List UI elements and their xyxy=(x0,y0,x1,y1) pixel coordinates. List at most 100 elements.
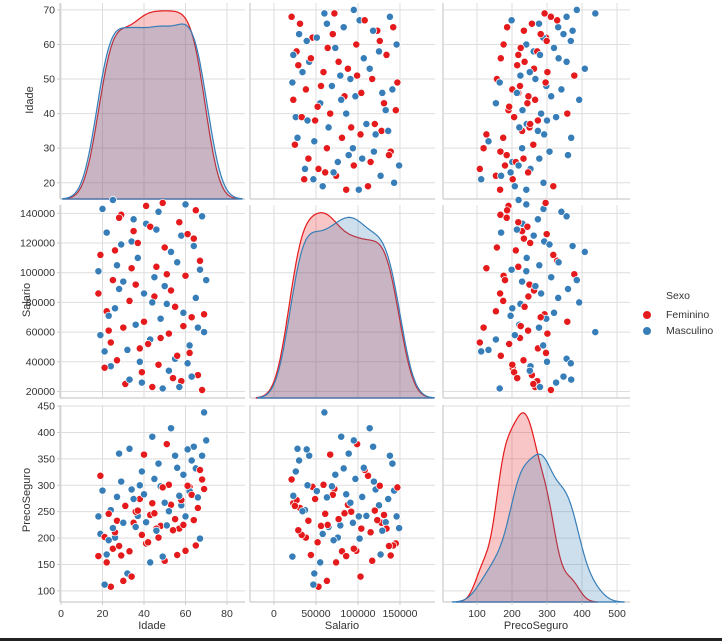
scatter-point-masculino xyxy=(133,253,142,262)
scatter-point-feminino xyxy=(306,551,315,559)
scatter-point-masculino xyxy=(537,109,546,118)
scatter-point-feminino xyxy=(529,140,538,149)
scatter-point-feminino xyxy=(317,82,325,90)
scatter-point-feminino xyxy=(496,185,505,194)
scatter-point-masculino xyxy=(137,378,146,387)
panel-precoseguro-vs-idade xyxy=(59,405,245,603)
scatter-point-masculino xyxy=(572,5,581,14)
scatter-point-feminino xyxy=(334,515,343,524)
scatter-point-feminino xyxy=(499,296,508,305)
scatter-point-masculino xyxy=(375,501,383,510)
scatter-point-masculino xyxy=(580,247,589,256)
scatter-point-masculino xyxy=(111,304,119,313)
scatter-point-masculino xyxy=(331,43,340,52)
scatter-point-masculino xyxy=(337,432,346,441)
scatter-point-feminino xyxy=(319,68,328,77)
scatter-point-masculino xyxy=(160,282,169,291)
scatter-point-feminino xyxy=(505,340,514,348)
scatter-point-masculino xyxy=(344,449,353,458)
scatter-point-feminino xyxy=(516,82,524,90)
scatter-point-masculino xyxy=(202,276,211,285)
scatter-point-masculino xyxy=(104,536,113,545)
scatter-point-masculino xyxy=(531,75,540,83)
legend-marker-feminino xyxy=(642,310,652,320)
scatter-point-masculino xyxy=(200,408,209,417)
panel-idade-vs-salario xyxy=(249,3,435,200)
scatter-point-feminino xyxy=(513,61,522,70)
scatter-point-masculino xyxy=(580,64,589,73)
scatter-point-masculino xyxy=(550,43,558,52)
scatter-point-masculino xyxy=(564,151,572,160)
scatter-point-masculino xyxy=(348,144,357,153)
scatter-point-feminino xyxy=(133,506,142,515)
kde-curve-masculino xyxy=(61,23,243,200)
scatter-point-masculino xyxy=(140,490,148,499)
scatter-point-feminino xyxy=(162,440,171,449)
scatter-point-masculino xyxy=(369,442,378,451)
scatter-point-masculino xyxy=(309,175,318,184)
scatter-point-feminino xyxy=(536,30,545,39)
scatter-point-masculino xyxy=(100,347,109,356)
scatter-point-masculino xyxy=(512,225,521,234)
scatter-point-feminino xyxy=(353,71,362,80)
y-axis-label-precoseguro: PrecoSeguro xyxy=(21,467,34,533)
scatter-point-feminino xyxy=(543,329,552,338)
scatter-point-masculino xyxy=(104,311,113,320)
scatter-point-feminino xyxy=(347,123,356,132)
scatter-point-masculino xyxy=(359,463,368,472)
scatter-point-feminino xyxy=(323,520,332,529)
scatter-point-masculino xyxy=(125,375,134,384)
scatter-point-feminino xyxy=(313,102,322,111)
y-tick-label-precoseguro: 350 xyxy=(37,453,55,465)
y-axis-label-idade: Idade xyxy=(23,86,36,114)
scatter-point-feminino xyxy=(502,151,511,160)
scatter-point-feminino xyxy=(314,164,323,173)
scatter-point-masculino xyxy=(506,311,515,320)
scatter-point-feminino xyxy=(338,133,346,142)
scatter-point-masculino xyxy=(98,486,107,495)
scatter-point-feminino xyxy=(148,383,157,391)
scatter-point-feminino xyxy=(94,552,103,561)
scatter-point-feminino xyxy=(356,572,365,581)
scatter-point-feminino xyxy=(475,338,484,347)
scatter-point-feminino xyxy=(111,246,119,255)
scatter-point-masculino xyxy=(508,304,517,313)
y-tick-label-salario: 80000 xyxy=(26,297,55,309)
scatter-point-feminino xyxy=(375,37,384,45)
scatter-point-masculino xyxy=(167,424,175,433)
scatter-point-feminino xyxy=(356,130,365,139)
scatter-point-feminino xyxy=(475,164,484,173)
scatter-point-masculino xyxy=(333,158,342,166)
scatter-point-masculino xyxy=(140,289,148,298)
scatter-point-masculino xyxy=(135,357,144,366)
scatter-point-feminino xyxy=(531,95,540,104)
scatter-point-feminino xyxy=(290,501,299,510)
scatter-point-feminino xyxy=(364,471,372,480)
scatter-point-feminino xyxy=(541,198,550,207)
scatter-point-masculino xyxy=(119,277,128,286)
scatter-point-feminino xyxy=(516,322,525,331)
scatter-point-feminino xyxy=(496,54,505,63)
scatter-point-feminino xyxy=(549,250,558,259)
scatter-point-masculino xyxy=(127,485,136,494)
y-tick-label-salario: 120000 xyxy=(20,238,55,250)
scatter-point-feminino xyxy=(200,485,209,493)
scatter-point-masculino xyxy=(181,200,190,209)
scatter-point-feminino xyxy=(529,380,538,388)
scatter-point-masculino xyxy=(298,507,307,516)
scatter-point-masculino xyxy=(181,512,190,521)
scatter-point-masculino xyxy=(390,178,399,187)
scatter-point-feminino xyxy=(520,57,529,66)
x-tick-label-salario: 150000 xyxy=(382,608,417,620)
window-bottom-border xyxy=(0,638,722,641)
scatter-point-feminino xyxy=(160,243,169,252)
scatter-point-feminino xyxy=(287,475,296,484)
scatter-point-feminino xyxy=(183,481,192,490)
scatter-point-feminino xyxy=(317,521,325,530)
x-axis-label-salario: Salario xyxy=(324,620,360,632)
scatter-point-masculino xyxy=(173,463,182,472)
scatter-point-feminino xyxy=(304,516,313,525)
scatter-point-feminino xyxy=(511,246,520,255)
scatter-point-feminino xyxy=(306,54,315,63)
scatter-point-feminino xyxy=(342,552,351,561)
